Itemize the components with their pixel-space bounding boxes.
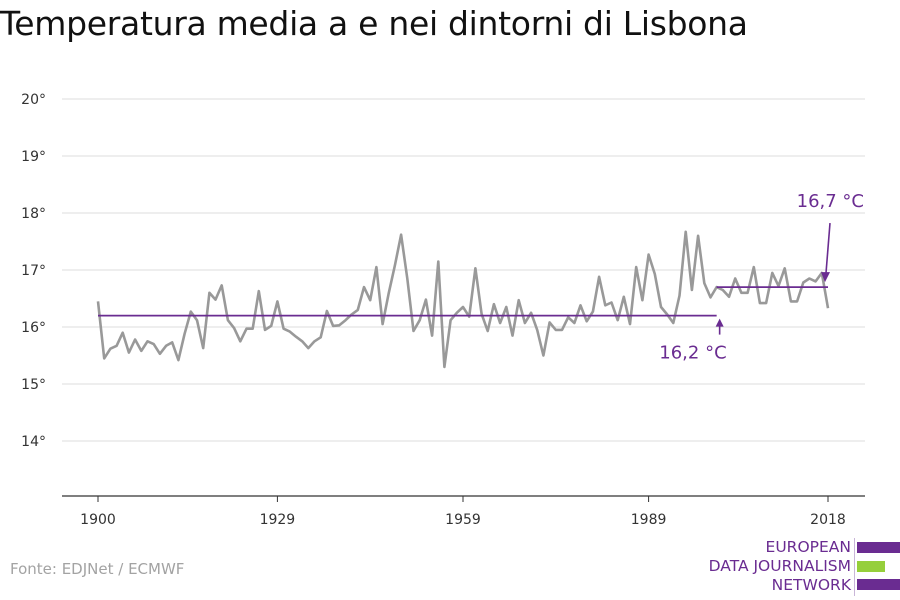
edjnet-logo: EUROPEAN DATA JOURNALISM NETWORK <box>700 538 900 596</box>
grid-lines <box>62 98 865 442</box>
logo-divider <box>854 538 855 596</box>
y-tick-label: 15° <box>21 377 46 393</box>
logo-text: EUROPEAN DATA JOURNALISM NETWORK <box>709 538 851 595</box>
y-tick-label: 19° <box>21 149 46 165</box>
annotation-label: 16,7 °C <box>797 191 864 212</box>
annotation-arrow <box>825 223 831 274</box>
x-tick-label: 1989 <box>631 512 667 528</box>
source-credit: Fonte: EDJNet / ECMWF <box>10 560 185 578</box>
x-tick-label: 1929 <box>260 512 296 528</box>
logo-bar-bottom <box>857 579 900 590</box>
y-tick-label: 18° <box>21 206 46 222</box>
logo-line-3: NETWORK <box>771 576 851 594</box>
annotation-label: 16,2 °C <box>659 343 726 364</box>
annotations: 16,2 °C 16,7 °C <box>659 191 864 364</box>
logo-line-2: DATA JOURNALISM <box>708 557 851 575</box>
annotation-arrowhead <box>715 318 724 327</box>
series-line <box>96 230 830 369</box>
annotation-arrowhead <box>821 272 830 283</box>
logo-line-1: EUROPEAN <box>765 538 851 556</box>
x-tick-label: 1900 <box>80 512 116 528</box>
x-tick-label: 2018 <box>810 512 846 528</box>
y-tick-label: 14° <box>21 434 46 450</box>
x-axis: 1900 1929 1959 1989 2018 <box>62 495 865 528</box>
x-tick-label: 1959 <box>445 512 481 528</box>
logo-bar-top <box>857 542 900 553</box>
y-tick-label: 16° <box>21 320 46 336</box>
chart-title: Temperatura media a e nei dintorni di Li… <box>0 4 748 43</box>
y-tick-label: 17° <box>21 263 46 279</box>
y-tick-label: 20° <box>21 92 46 108</box>
mean-lines <box>98 286 828 317</box>
logo-bar-middle <box>857 561 885 572</box>
temperature-series <box>96 230 830 369</box>
y-axis-tick-labels: 14° 15° 16° 17° 18° 19° 20° <box>21 92 46 450</box>
